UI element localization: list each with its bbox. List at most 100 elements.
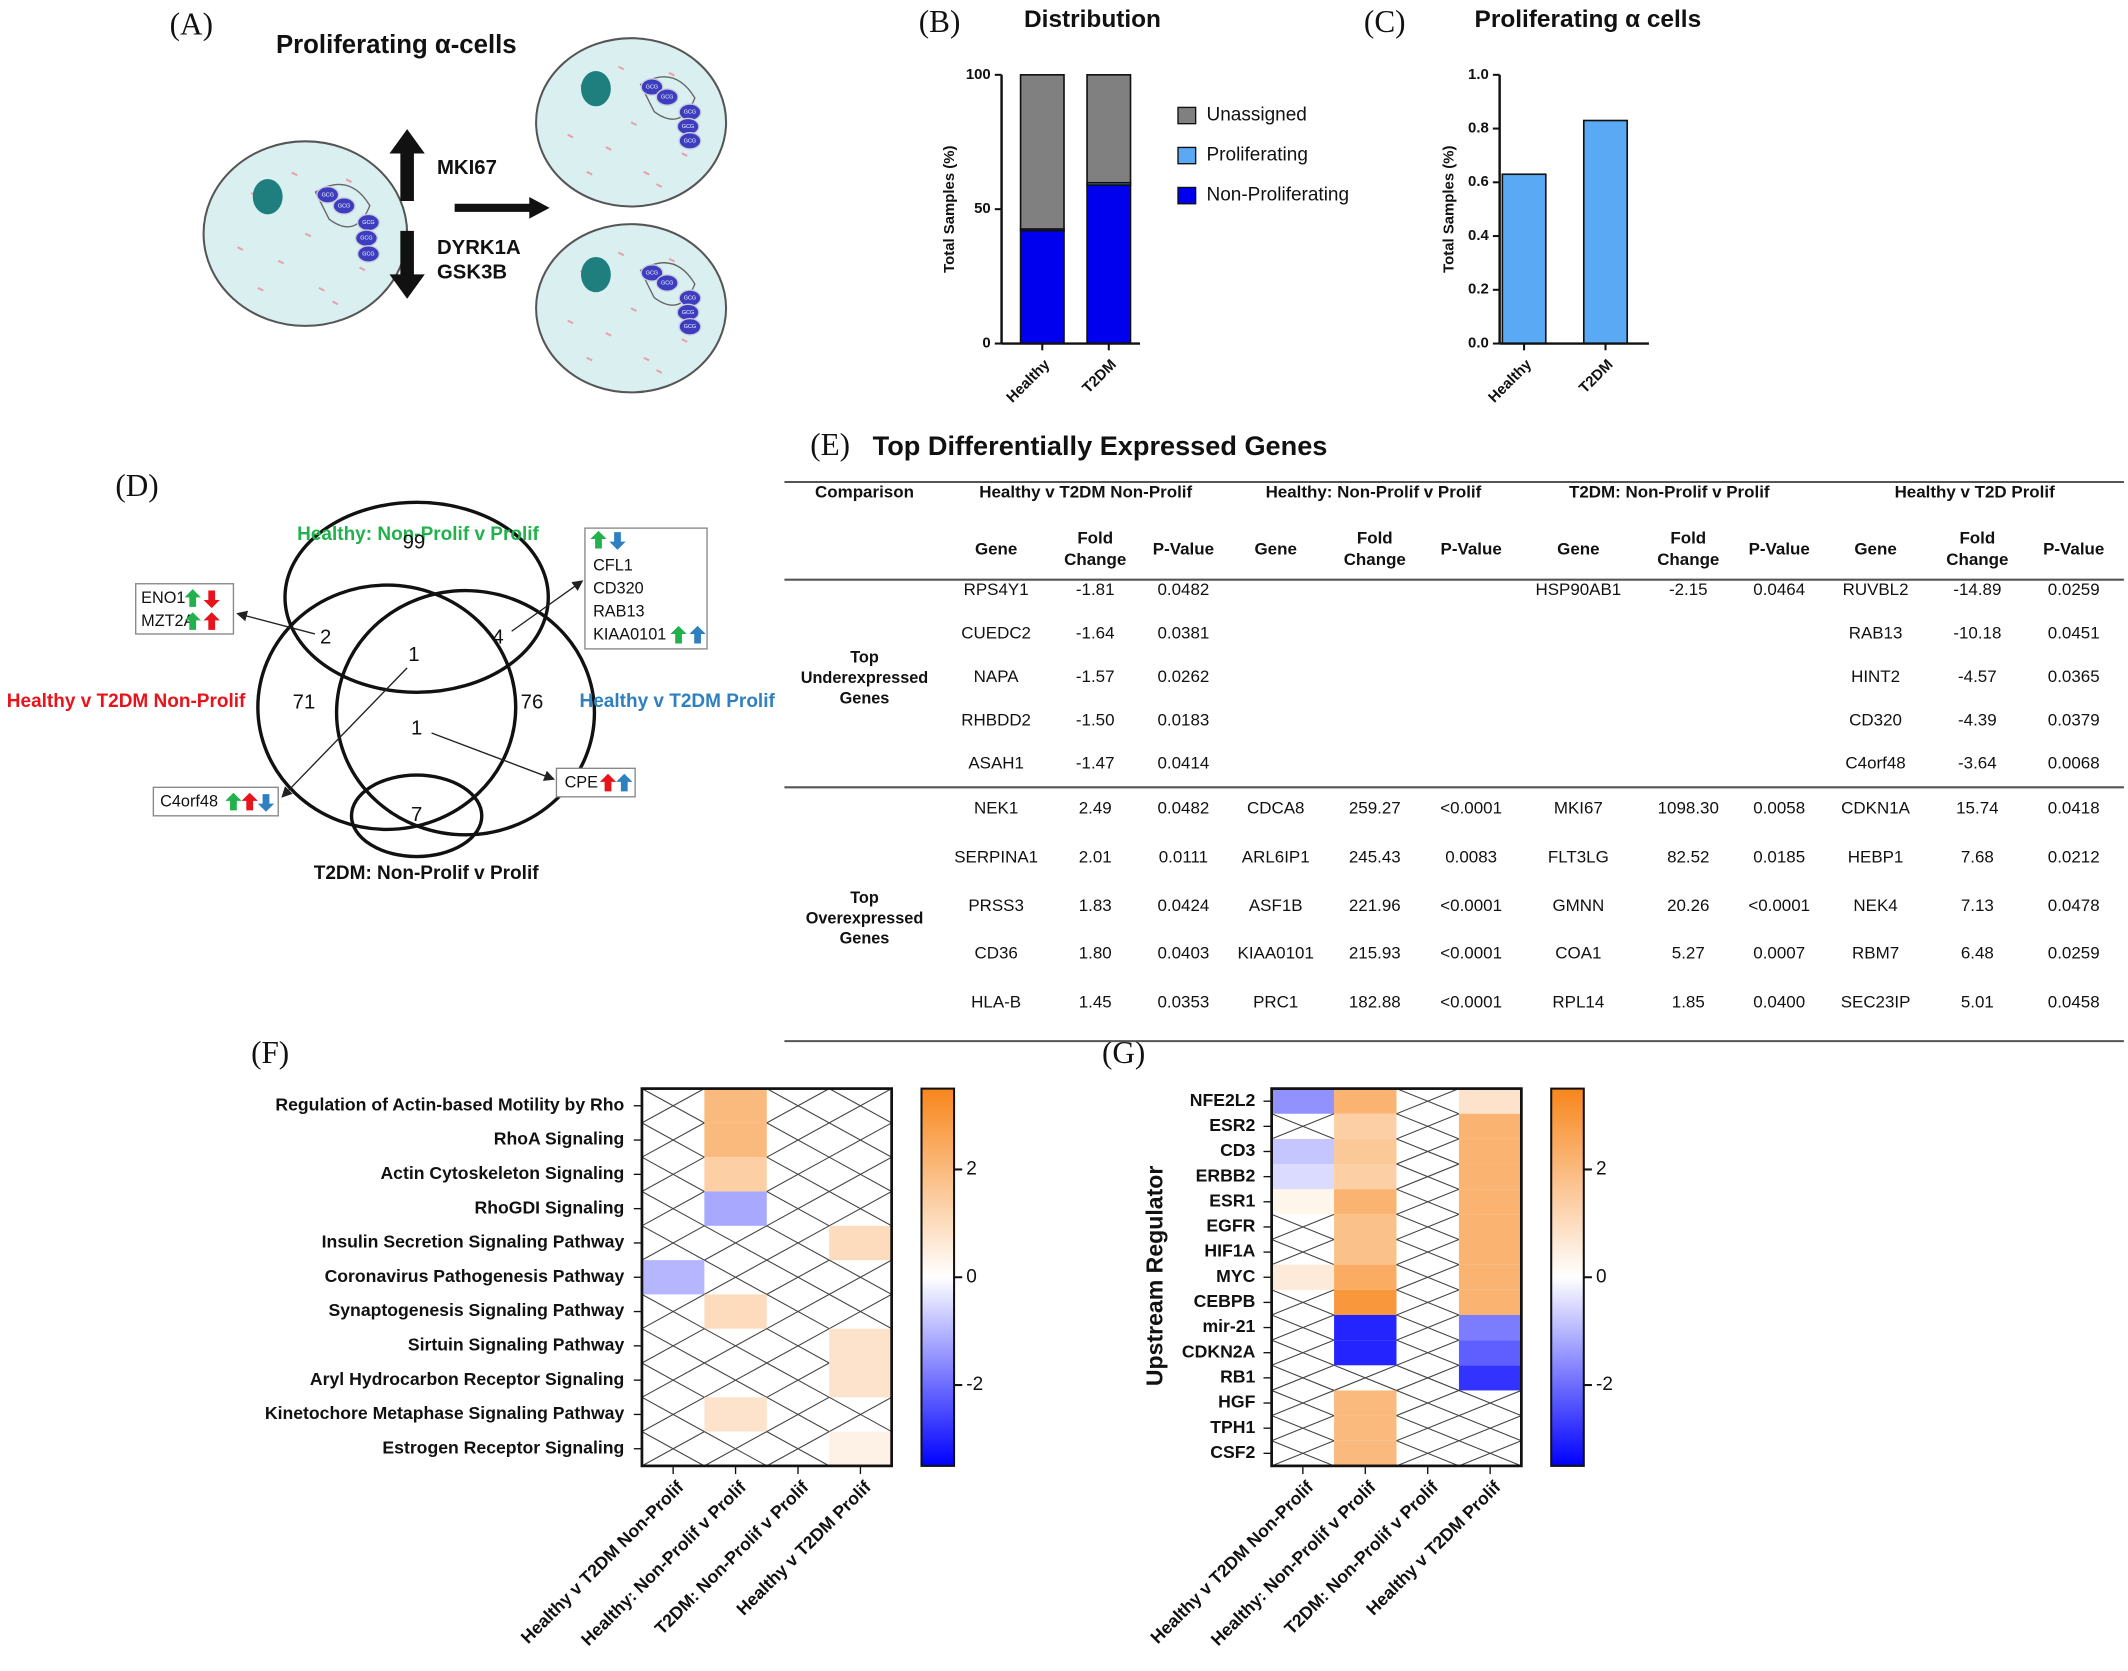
- hatch: [766, 1191, 830, 1227]
- region-count: 71: [293, 692, 316, 714]
- table-subheader: Change: [1064, 550, 1126, 569]
- vesicle: [291, 171, 298, 177]
- legend-label: Proliferating: [1207, 145, 1308, 166]
- hatch: [641, 1293, 705, 1330]
- table-cell: HSP90AB1: [1535, 580, 1621, 599]
- heat-cell: [1334, 1289, 1397, 1315]
- hatch: [641, 1328, 705, 1364]
- heat-cell: [1334, 1340, 1397, 1366]
- hatch: [1271, 1389, 1335, 1417]
- heat-cell: [1334, 1214, 1397, 1240]
- granule: [678, 317, 702, 336]
- y-axis-label: Total Samples (%): [1440, 146, 1457, 273]
- row-label: RB1: [1220, 1367, 1255, 1387]
- hatch: [641, 1088, 705, 1124]
- granule: [356, 245, 380, 263]
- table-cell: ASF1B: [1249, 896, 1303, 915]
- table-cell: 0.0058: [1753, 799, 1805, 818]
- table-cell: RBM7: [1852, 944, 1899, 963]
- vesicle: [630, 307, 637, 312]
- table-cell: 0.0183: [1157, 710, 1209, 729]
- vesicle: [668, 257, 675, 263]
- table-cell: 0.0451: [2048, 623, 2100, 642]
- table-subheader: P-Value: [2043, 539, 2104, 558]
- granule-label: GCG: [684, 138, 696, 144]
- hatch: [1396, 1138, 1460, 1165]
- table-cell: HEBP1: [1848, 847, 1904, 866]
- set-label: Healthy v T2DM Prolif: [580, 691, 776, 712]
- heat-cell: [1458, 1239, 1522, 1265]
- row-group-label: Underexpressed: [801, 669, 928, 687]
- table-cell: NEK1: [974, 799, 1018, 818]
- x-tick-label: T2DM: [1079, 356, 1120, 397]
- hatch: [1396, 1339, 1460, 1366]
- direction-arrow: [670, 625, 687, 644]
- table-subheader: Fold: [1357, 528, 1393, 547]
- row-label: EGFR: [1206, 1216, 1255, 1236]
- table-cell: 1.85: [1672, 993, 1705, 1012]
- table-cell: CUEDC2: [961, 623, 1031, 642]
- direction-arrow: [241, 792, 258, 811]
- gene-label: DYRK1A: [437, 237, 521, 259]
- table-cell: CDKN1A: [1841, 799, 1910, 818]
- heat-cell: [1271, 1264, 1335, 1290]
- hatch: [1458, 1389, 1522, 1417]
- colorbar: [1550, 1087, 1585, 1467]
- legend-swatch: [1177, 146, 1197, 165]
- table-cell: GMNN: [1552, 896, 1604, 915]
- heat-cell: [1458, 1340, 1522, 1366]
- venn-set: [349, 773, 484, 859]
- heat-cell: [1334, 1264, 1397, 1290]
- table-cell: COA1: [1555, 944, 1601, 963]
- table-cell: NAPA: [974, 667, 1020, 686]
- granule-label: GCG: [646, 84, 658, 90]
- callout-gene: ENO1: [141, 589, 185, 607]
- table-cell: 259.27: [1349, 799, 1401, 818]
- hatch: [1271, 1289, 1335, 1316]
- callout-connector: [236, 610, 316, 635]
- hatch: [1271, 1364, 1335, 1391]
- hatch: [766, 1431, 830, 1467]
- row-label: ESR2: [1209, 1115, 1255, 1135]
- vesicle: [586, 170, 593, 176]
- y-axis-label: Total Samples (%): [941, 146, 958, 273]
- row-label: mir-21: [1202, 1316, 1255, 1336]
- callout-gene: CFL1: [593, 556, 633, 574]
- table-cell: 0.0424: [1157, 896, 1209, 915]
- hatch: [766, 1088, 830, 1124]
- table-cell: 0.0007: [1753, 944, 1805, 963]
- table-cell: 6.48: [1961, 944, 1994, 963]
- hatch: [1396, 1213, 1460, 1241]
- table-cell: 0.0414: [1157, 754, 1209, 773]
- vesicle: [681, 152, 688, 157]
- table-subheader: P-Value: [1153, 539, 1214, 558]
- row-label: RhoA Signaling: [494, 1129, 625, 1149]
- colorbar-label: 2: [966, 1158, 977, 1179]
- venn-set: [256, 583, 518, 832]
- direction-arrow: [184, 612, 201, 630]
- hatch: [1396, 1389, 1460, 1417]
- arrow-right: [454, 196, 550, 219]
- granule-label: GCG: [322, 192, 334, 198]
- table-cell: -1.64: [1076, 623, 1115, 642]
- table-cell: RAB13: [1849, 623, 1903, 642]
- hatch: [766, 1396, 830, 1433]
- row-group-label: Overexpressed: [806, 909, 924, 927]
- heat-cell: [829, 1328, 892, 1363]
- direction-arrow: [203, 590, 220, 609]
- hatch: [1333, 1364, 1397, 1391]
- row-label: Synaptogenesis Signaling Pathway: [329, 1300, 625, 1320]
- region-count: 1: [411, 717, 422, 739]
- callout-connector: [431, 732, 555, 781]
- set-label: Healthy v T2DM Non-Prolif: [7, 691, 246, 712]
- granule: [655, 274, 679, 292]
- hatch: [828, 1088, 892, 1124]
- legend-label: Unassigned: [1207, 105, 1307, 126]
- heat-cell: [1458, 1214, 1522, 1240]
- heat-cell: [1334, 1189, 1397, 1215]
- table-subheader: Fold: [1959, 528, 1995, 547]
- hatch: [766, 1225, 830, 1261]
- table-cell: -1.81: [1076, 580, 1115, 599]
- heat-cell: [1458, 1314, 1522, 1341]
- nucleus: [580, 71, 611, 107]
